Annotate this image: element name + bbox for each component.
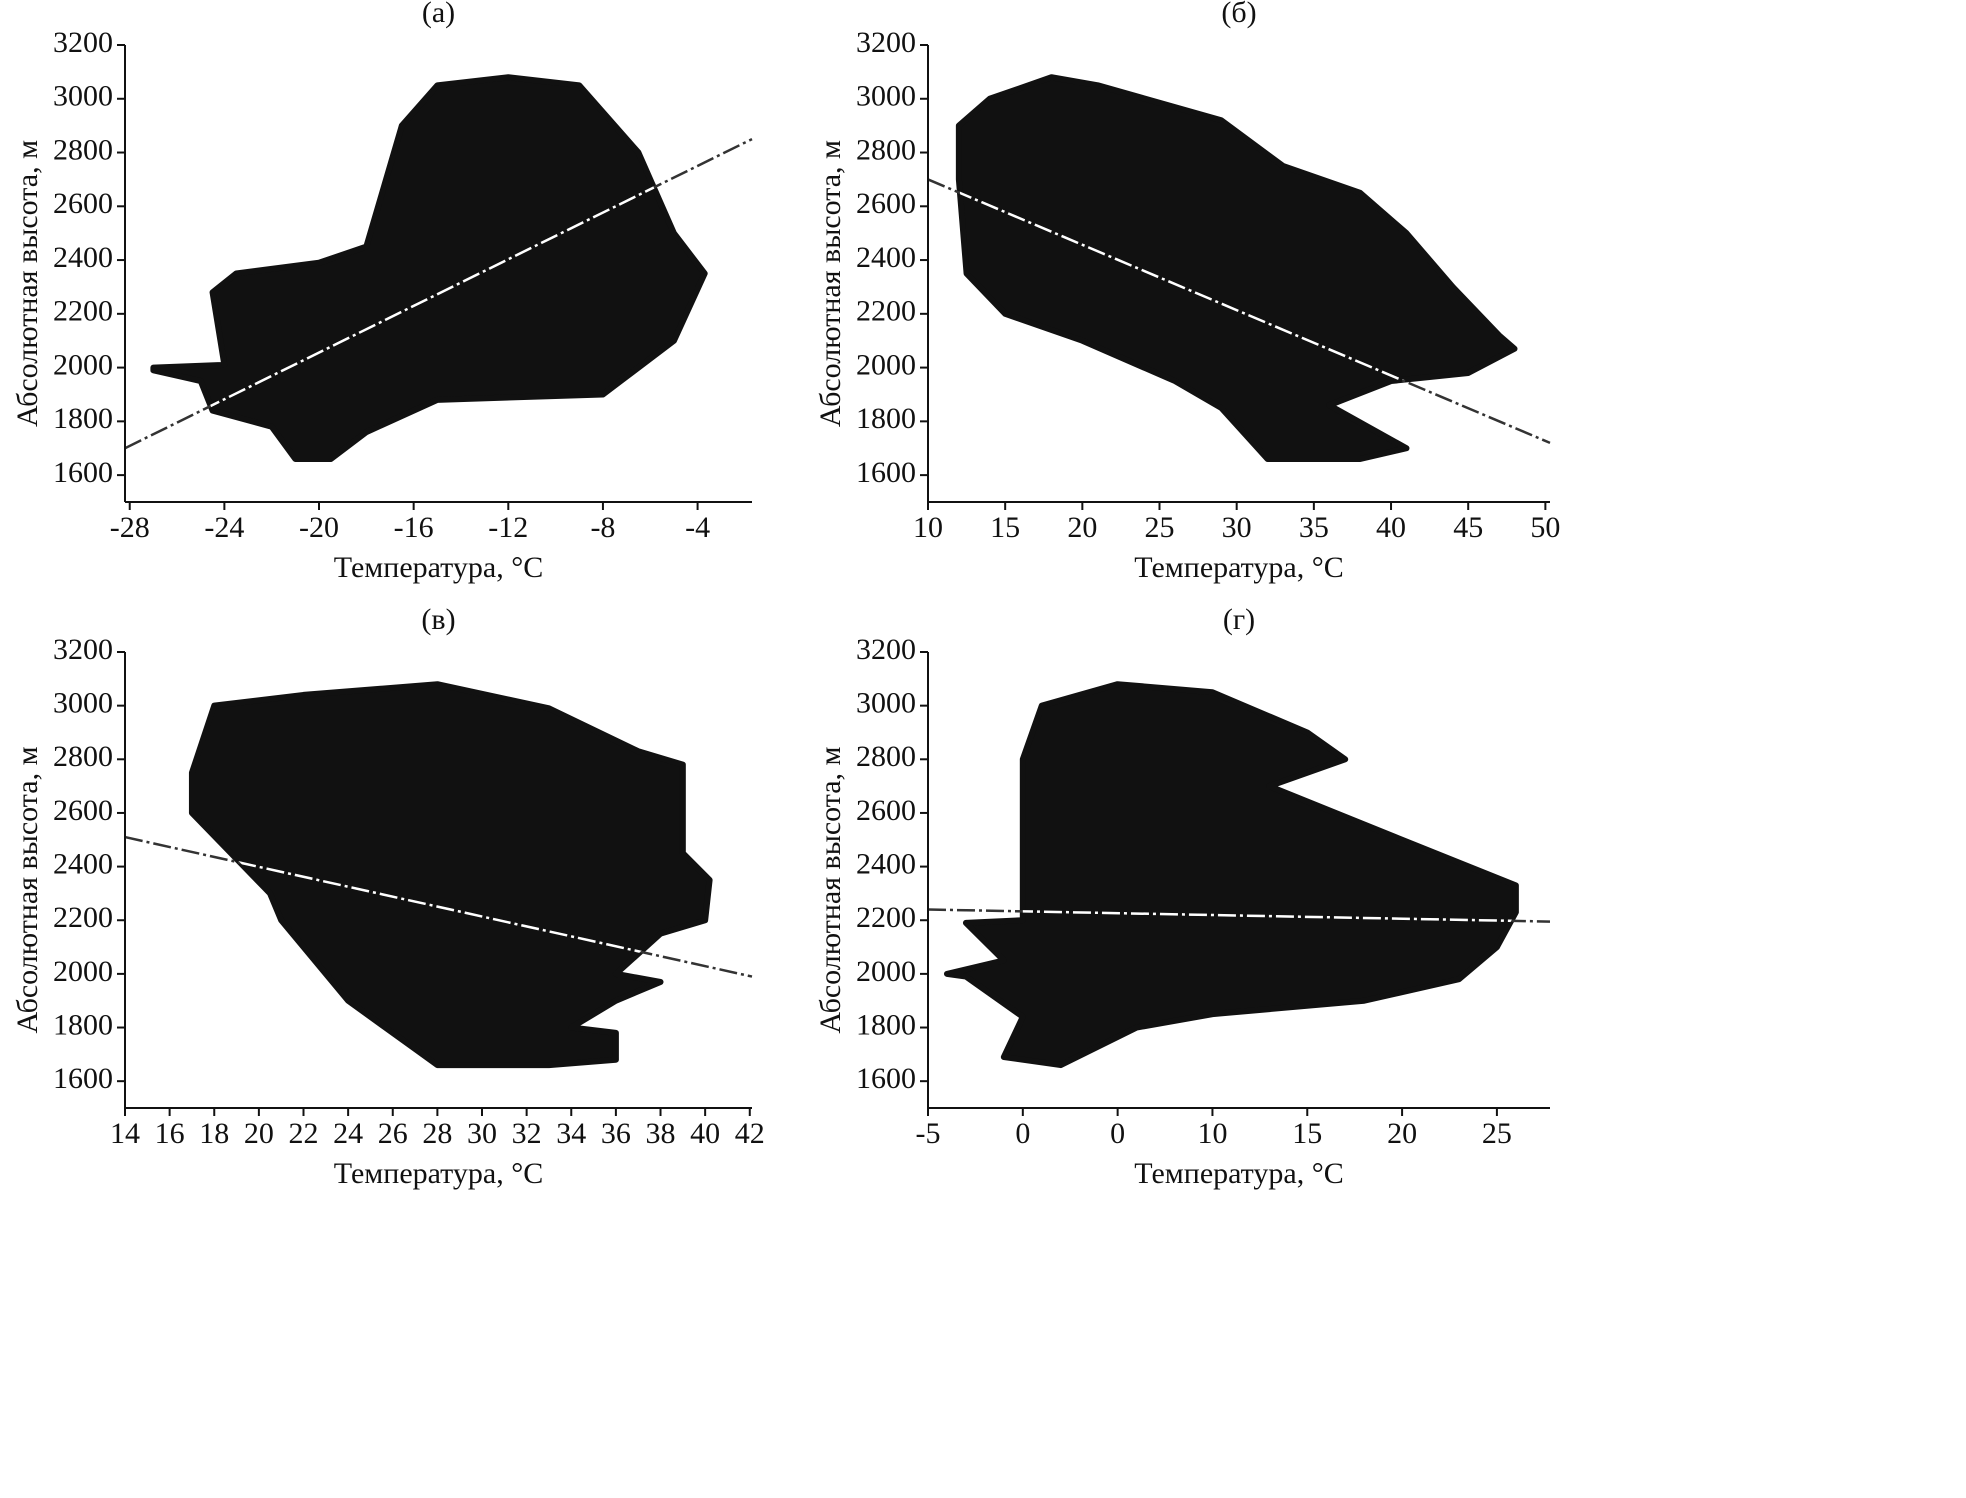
y-tick-label: 2400 [856,847,916,880]
y-tick-label: 2600 [53,187,113,220]
fit-line-highlight [946,908,1516,923]
y-tick-label: 1600 [856,1062,916,1095]
panel-title: (б) [1221,0,1256,29]
y-tick-label: 1800 [53,402,113,435]
x-tick-label: 40 [1376,511,1406,544]
x-tick-label: -12 [488,511,528,544]
y-tick-label: 2000 [856,348,916,381]
point-cloud [955,74,1518,462]
panel-title: (в) [421,603,455,636]
point-cloud [188,681,713,1069]
x-tick-label: -20 [299,511,339,544]
x-tick-label: 24 [333,1117,363,1150]
x-tick-label: 20 [1387,1117,1417,1150]
x-tick-label: -28 [110,511,150,544]
fit-line-highlight [153,137,705,450]
y-tick-label: 3000 [53,80,113,113]
y-tick-label: 2600 [856,187,916,220]
y-tick-label: 1600 [856,456,916,489]
y-tick-label: 2000 [53,955,113,988]
y-tick-label: 3200 [856,633,916,666]
x-tick-label: 10 [1197,1117,1227,1150]
x-tick-label: -8 [590,511,615,544]
x-tick-label: 50 [1530,511,1560,544]
y-axis-label: Абсолютная высота, м [814,140,847,427]
y-tick-label: 1800 [53,1008,113,1041]
x-tick-label: 28 [422,1117,452,1150]
y-tick-label: 3200 [53,26,113,59]
y-tick-label: 2600 [856,794,916,827]
panel: 1600 1800 2000 2200 2400 2600 2800 3000 3200 -28 -… [11,0,753,584]
x-tick-label: 40 [690,1117,720,1150]
x-tick-label: -24 [204,511,244,544]
y-tick-label: 1800 [856,402,916,435]
panel: 1600 1800 2000 2200 2400 2600 2800 3000 3200 10 15… [814,0,1560,584]
x-tick-label: -4 [685,511,710,544]
y-tick-label: 2400 [856,241,916,274]
y-tick-label: 2000 [53,348,113,381]
x-tick-label: 20 [244,1117,274,1150]
x-tick-label: 36 [601,1117,631,1150]
y-tick-label: 2200 [856,901,916,934]
y-axis-label: Абсолютная высота, м [11,140,44,427]
y-tick-label: 1600 [53,1062,113,1095]
y-tick-label: 2000 [856,955,916,988]
x-tick-label: 20 [1067,511,1097,544]
x-axis-label: Температура, °C [1134,1157,1343,1190]
x-axis-label: Температура, °C [334,551,543,584]
x-tick-label: 42 [735,1117,765,1150]
y-tick-label: 1800 [856,1008,916,1041]
x-tick-label: 38 [646,1117,676,1150]
y-tick-label: 3000 [856,80,916,113]
y-tick-label: 2800 [856,740,916,773]
x-tick-label: 30 [467,1117,497,1150]
y-tick-label: 2800 [53,133,113,166]
y-tick-label: 2200 [53,295,113,328]
y-tick-label: 2800 [53,740,113,773]
y-axis-label: Абсолютная высота, м [814,746,847,1033]
y-tick-label: 3000 [53,687,113,720]
x-tick-label: 22 [289,1117,319,1150]
x-tick-label: 32 [512,1117,542,1150]
y-tick-label: 3200 [53,633,113,666]
y-tick-label: 2200 [856,295,916,328]
y-tick-label: 2800 [856,133,916,166]
y-tick-label: 3000 [856,687,916,720]
x-tick-label: 16 [155,1117,185,1150]
x-tick-label: -16 [394,511,434,544]
panel-title: (а) [422,0,455,29]
x-tick-label: 0 [1015,1117,1030,1150]
x-tick-label: 35 [1299,511,1329,544]
x-tick-label: 25 [1145,511,1175,544]
fit-line [927,178,1551,445]
x-tick-label: 18 [199,1117,229,1150]
y-tick-label: 3200 [856,26,916,59]
x-tick-label: 34 [556,1117,586,1150]
x-tick-label: 25 [1482,1117,1512,1150]
y-tick-label: 2400 [53,241,113,274]
x-tick-label: 45 [1453,511,1483,544]
x-tick-label: 10 [913,511,943,544]
x-tick-label: 0 [1110,1117,1125,1150]
panel: 1600 1800 2000 2200 2400 2600 2800 3000 3200 14 16… [11,603,765,1190]
x-axis-label: Температура, °C [334,1157,543,1190]
x-tick-label: 15 [1292,1117,1322,1150]
point-cloud [943,681,1519,1069]
x-tick-label: 30 [1222,511,1252,544]
y-tick-label: 1600 [53,456,113,489]
x-axis-label: Температура, °C [1134,551,1343,584]
x-tick-label: 14 [110,1117,140,1150]
y-tick-label: 2600 [53,794,113,827]
y-tick-label: 2400 [53,847,113,880]
panel: 1600 1800 2000 2200 2400 2600 2800 3000 3200 -5 0 0… [814,603,1551,1190]
y-tick-label: 2200 [53,901,113,934]
y-axis-label: Абсолютная высота, м [11,746,44,1033]
point-cloud [150,74,708,462]
x-tick-label: 26 [378,1117,408,1150]
x-tick-label: -5 [916,1117,941,1150]
panel-title: (г) [1223,603,1255,636]
x-tick-label: 15 [990,511,1020,544]
